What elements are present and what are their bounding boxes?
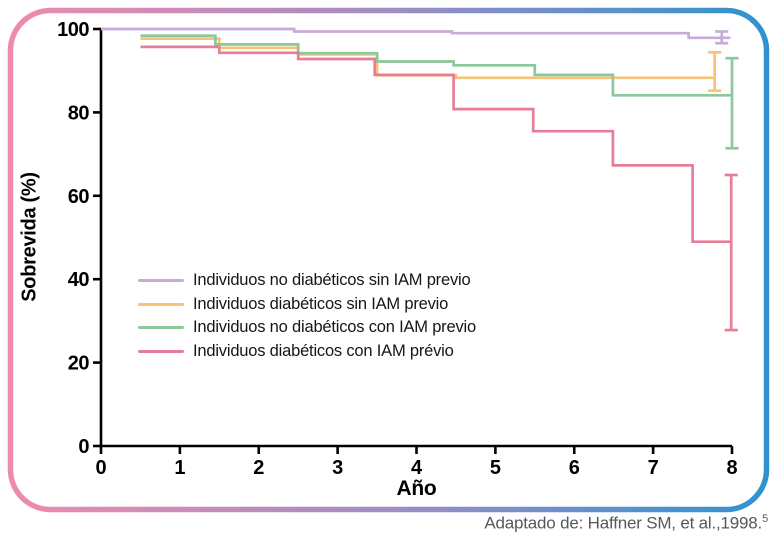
legend-label: Individuos no diabéticos con IAM previo — [193, 318, 476, 337]
legend-label: Individuos diabéticos con IAM prévio — [193, 341, 454, 360]
legend-item: Individuos diabéticos con IAM prévio — [138, 340, 476, 364]
legend-label: Individuos diabéticos sin IAM previo — [193, 294, 449, 313]
survival-curve — [101, 27, 731, 40]
survival-curve — [140, 34, 732, 97]
gradient-border — [7, 7, 770, 513]
svg-text:60: 60 — [68, 186, 90, 208]
svg-text:5: 5 — [490, 457, 501, 479]
axes: 0 20 40 60 80 100 0 1 2 3 4 5 6 7 8 — [57, 19, 737, 479]
legend-line-icon — [138, 279, 184, 283]
legend-label: Individuos no diabéticos sin IAM previo — [193, 271, 471, 290]
svg-text:80: 80 — [68, 102, 90, 124]
survival-curve — [140, 45, 732, 244]
svg-text:4: 4 — [411, 457, 423, 479]
legend-item: Individuos diabéticos sin IAM previo — [138, 293, 476, 317]
error-bar — [724, 173, 738, 332]
error-bar — [725, 56, 739, 150]
source-caption: Adaptado de: Haffner SM, et al.,1998.5 — [484, 513, 768, 534]
legend-line-icon — [138, 326, 184, 330]
svg-text:20: 20 — [68, 353, 90, 375]
svg-text:0: 0 — [95, 457, 106, 479]
svg-text:8: 8 — [726, 457, 737, 479]
legend-item: Individuos no diabéticos con IAM previo — [138, 316, 476, 340]
error-bar — [708, 51, 722, 93]
legend: Individuos no diabéticos sin IAM previo … — [138, 269, 476, 363]
legend-line-icon — [138, 349, 184, 353]
y-axis-title: Sobrevida (%) — [18, 172, 41, 302]
legend-item: Individuos no diabéticos sin IAM previo — [138, 269, 476, 293]
svg-text:100: 100 — [57, 19, 89, 41]
svg-text:1: 1 — [174, 457, 185, 479]
error-bar — [715, 30, 729, 45]
svg-text:6: 6 — [569, 457, 580, 479]
svg-text:7: 7 — [648, 457, 659, 479]
caption-reference-number: 5 — [762, 513, 768, 525]
svg-text:40: 40 — [68, 269, 90, 291]
legend-line-icon — [138, 302, 184, 306]
x-axis-title: Año — [396, 477, 437, 500]
caption-text: Adaptado de: Haffner SM, et al.,1998. — [484, 513, 763, 533]
svg-text:3: 3 — [332, 457, 343, 479]
svg-text:0: 0 — [78, 436, 89, 458]
series-curves — [101, 27, 739, 332]
svg-text:2: 2 — [253, 457, 264, 479]
